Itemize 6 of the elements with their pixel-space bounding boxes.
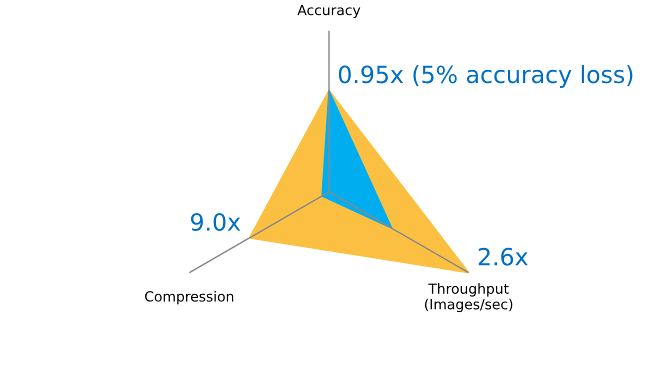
text: 2.6x [478,248,528,266]
spoke-label: Throughput (Images/sec) [425,283,512,312]
spoke-label: Accuracy [297,4,360,18]
text: 0.95x (5% accuracy loss) [338,65,632,88]
text: 9.0x [191,213,240,231]
spoke-label: Compression [145,290,234,304]
